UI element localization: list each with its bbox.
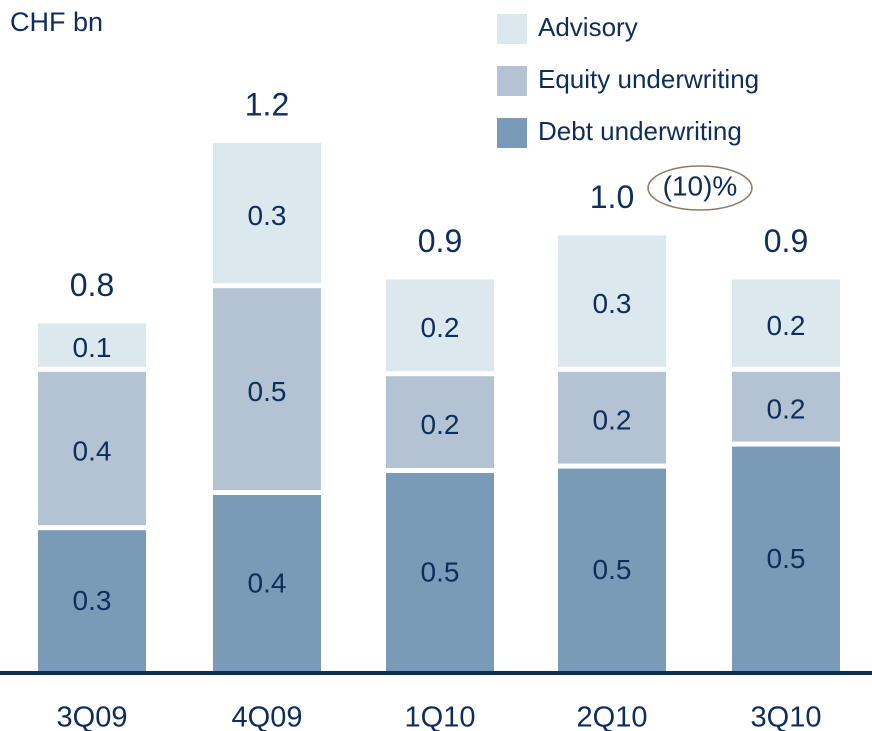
segment-label: 0.3 xyxy=(593,288,632,319)
segment-label: 0.3 xyxy=(73,585,112,616)
bar-segment xyxy=(558,468,666,671)
x-tick-label: 1Q10 xyxy=(405,702,476,731)
annotation: (10)% xyxy=(663,170,738,201)
bar-segment xyxy=(732,371,840,442)
legend-swatch xyxy=(497,14,527,44)
total-label: 0.9 xyxy=(418,223,462,259)
bar-segment xyxy=(213,495,321,671)
segment-label: 0.2 xyxy=(767,310,806,341)
bar-segment xyxy=(38,323,146,367)
segment-label: 0.5 xyxy=(593,554,632,585)
total-label: 0.8 xyxy=(70,267,114,303)
bar-segment xyxy=(732,279,840,367)
legend-swatch xyxy=(497,118,527,148)
legend-label: Equity underwriting xyxy=(538,64,759,94)
annotation-ellipse xyxy=(647,165,753,211)
x-tick-label: 3Q09 xyxy=(57,702,128,731)
bar-segment xyxy=(213,288,321,490)
segment-label: 0.3 xyxy=(248,200,287,231)
legend-label: Debt underwriting xyxy=(538,116,742,146)
segment-label: 0.4 xyxy=(73,435,112,466)
segment-label: 0.4 xyxy=(248,567,287,598)
bar-segment xyxy=(558,371,666,464)
segment-label: 0.2 xyxy=(767,394,806,425)
bar-segment xyxy=(38,530,146,671)
segment-label: 0.5 xyxy=(248,376,287,407)
total-label: 1.0 xyxy=(590,179,634,215)
legend-swatch xyxy=(497,66,527,96)
segment-label: 0.2 xyxy=(593,405,632,436)
bar-segment xyxy=(558,235,666,367)
segment-label: 0.5 xyxy=(767,543,806,574)
bar-segment xyxy=(386,473,494,671)
x-tick-label: 4Q09 xyxy=(232,702,303,731)
segment-label: 0.2 xyxy=(421,312,460,343)
x-tick-label: 2Q10 xyxy=(577,702,648,731)
segment-label: 0.5 xyxy=(421,556,460,587)
bar-segment xyxy=(386,279,494,372)
segment-label: 0.2 xyxy=(421,409,460,440)
bar-segment xyxy=(38,371,146,526)
chart-title: CHF bn xyxy=(10,7,103,37)
bar-segment xyxy=(386,376,494,468)
total-label: 1.2 xyxy=(245,86,289,122)
segment-label: 0.1 xyxy=(73,332,112,363)
bar-segment xyxy=(213,143,321,284)
total-label: 0.9 xyxy=(764,223,808,259)
x-tick-label: 3Q10 xyxy=(751,702,822,731)
bar-segment xyxy=(732,446,840,671)
legend-label: Advisory xyxy=(538,12,638,42)
